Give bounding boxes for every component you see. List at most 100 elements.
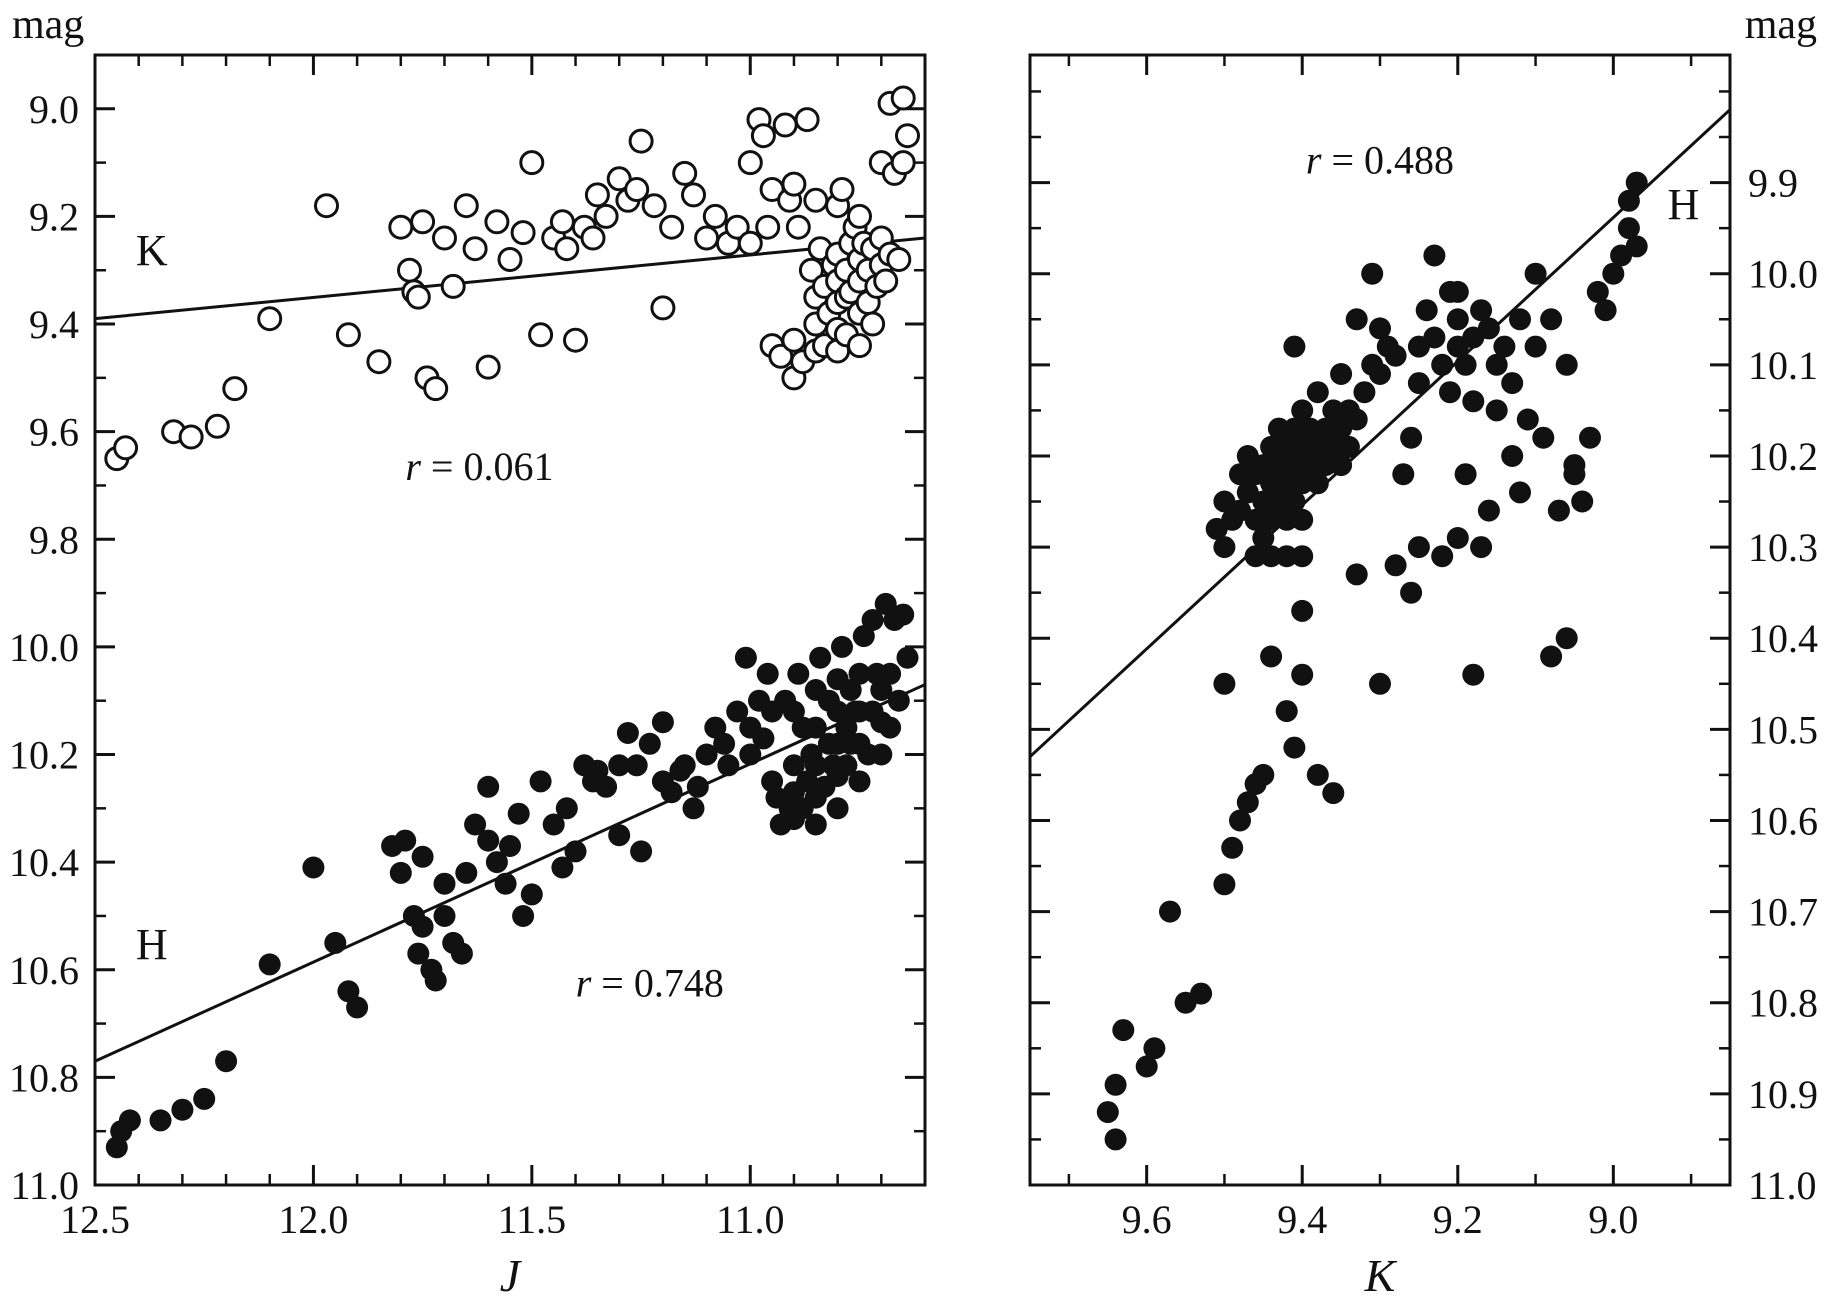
data-point [1260,545,1283,568]
data-point [1275,435,1298,458]
data-point [785,214,811,240]
data-point [1439,381,1461,404]
series-H: Hr = 0.488 [1028,108,1732,1151]
y-tick-label: 9.0 [29,87,79,132]
data-point [702,203,728,229]
data-point [608,824,631,847]
data-point [1260,472,1283,495]
data-point [1384,554,1407,577]
data-point [337,980,360,1003]
data-point [616,722,639,744]
axis-ticks [1030,55,1730,1185]
data-point [520,883,543,906]
data-point [860,311,886,337]
data-point [1275,545,1298,568]
data-point [874,592,897,615]
data-point [1229,463,1251,486]
data-point [896,646,919,669]
data-point [1369,672,1391,695]
data-point [886,247,912,272]
y-tick-label: 10.8 [9,1055,79,1100]
data-point [1291,435,1314,458]
data-point [1423,326,1446,349]
data-point [672,160,698,186]
data-point [204,413,230,439]
data-point [257,306,283,332]
axis-ticks [95,55,925,1185]
data-point [1345,408,1368,431]
data-point [1299,454,1321,477]
data-point [848,662,871,685]
data-point [756,662,779,685]
series-K: Kr = 0.061 [94,85,926,489]
data-point [1532,426,1555,449]
data-point [739,743,762,766]
data-point [494,872,517,895]
data-point [1516,408,1539,431]
data-point [324,931,347,954]
plot-frame [93,53,927,1187]
data-point [335,322,361,348]
data-point [804,716,827,739]
data-point [423,376,449,402]
data-point [1291,599,1314,622]
y-tick-label: 10.4 [1748,616,1818,661]
data-point [1283,490,1306,513]
data-point [549,209,575,235]
data-point [750,123,776,149]
data-point [831,635,853,658]
data-point [782,754,805,777]
data-point [1353,381,1376,404]
data-point [302,856,325,879]
data-point [847,333,872,359]
data-point [1267,417,1290,440]
x-tick-label: 9.6 [1122,1197,1172,1242]
data-point [512,905,535,927]
data-point [1275,472,1298,495]
data-point [1252,527,1275,549]
data-point [1213,873,1236,896]
data-point [499,835,521,857]
data-point [1446,527,1469,549]
data-point [1524,262,1547,285]
data-point [410,209,436,235]
data-point [890,150,916,176]
data-point [1112,1019,1135,1042]
data-point [606,166,632,192]
data-point [440,273,466,299]
data-point [113,435,139,461]
data-point [1524,335,1547,358]
data-point [1540,308,1563,331]
data-point [433,872,456,895]
data-point [1470,536,1493,559]
data-point [222,376,248,402]
data-point [314,193,339,219]
data-point [593,203,619,229]
y-tick-label: 10.3 [1748,525,1818,570]
data-point [734,646,757,669]
y-tick-label: 9.6 [29,410,79,455]
data-point [1337,435,1360,458]
y-tick-label: 10.8 [1748,981,1818,1026]
data-point [1221,836,1244,859]
data-point [1096,1101,1119,1124]
data-point [528,322,554,348]
data-point [450,942,473,965]
data-point [1244,545,1267,568]
data-point [1509,308,1531,331]
data-point [641,193,667,219]
data-point [804,754,827,777]
left-axis-unit-label: mag [12,2,85,48]
y-tick-label: 11.0 [10,1163,79,1208]
data-point [1213,536,1236,559]
y-tick-label: 9.2 [29,194,79,239]
data-point [1135,1055,1158,1078]
data-point [1446,308,1469,331]
data-point [595,775,618,798]
data-point [346,996,369,1019]
x-axis-label: J [500,1250,523,1298]
data-point [1625,235,1648,258]
data-point [847,203,872,229]
data-point [682,797,705,820]
y-tick-label: 9.8 [29,517,79,562]
